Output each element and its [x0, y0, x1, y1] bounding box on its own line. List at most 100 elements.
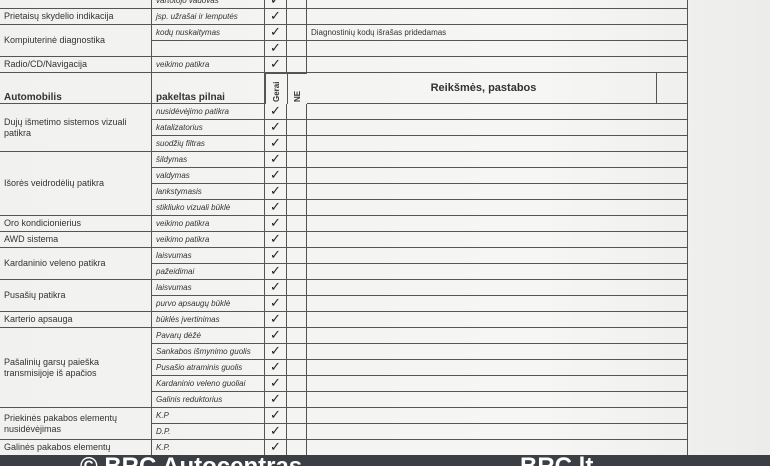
- ne-cell: [287, 296, 307, 312]
- item-text: veikimo patikra: [156, 219, 210, 228]
- item: Pavarų dėžė: [152, 328, 265, 344]
- note: [307, 232, 688, 248]
- check-text: ✓: [270, 104, 281, 119]
- check: ✓: [265, 424, 287, 440]
- check: ✓: [265, 184, 287, 200]
- group-label: Oro kondicionierius: [0, 216, 152, 232]
- note: [307, 120, 688, 136]
- check: ✓: [265, 120, 287, 136]
- note: [307, 296, 688, 312]
- check-text: ✓: [270, 120, 281, 135]
- check-text: ✓: [270, 280, 281, 295]
- group-label: Priekinės pakabos elementų nusidėvėjimas: [0, 408, 152, 440]
- item-text: Kardaninio veleno guoliai: [156, 379, 246, 388]
- note: [307, 328, 688, 344]
- check-text: ✓: [270, 440, 281, 455]
- note: [307, 41, 688, 57]
- item-text: pažeidimai: [156, 267, 195, 276]
- item: purvo apsaugų būklė: [152, 296, 265, 312]
- check: ✓: [265, 0, 287, 9]
- note: [307, 408, 688, 424]
- ne-cell: [287, 376, 307, 392]
- item-text: šildymas: [156, 155, 188, 164]
- item-text: katalizatorius: [156, 123, 203, 132]
- item-text: suodžių filtras: [156, 139, 205, 148]
- ne-cell: [287, 264, 307, 280]
- group-label-text: Prietaisų skydelio indikacija: [4, 11, 114, 21]
- ne-cell: [287, 232, 307, 248]
- item: lankstymasis: [152, 184, 265, 200]
- note: [307, 312, 688, 328]
- check-text: ✓: [270, 232, 281, 247]
- ne-cell: [287, 168, 307, 184]
- item-text: K.P: [156, 411, 169, 420]
- check: ✓: [265, 200, 287, 216]
- item: valdymas: [152, 168, 265, 184]
- check-text: ✓: [270, 25, 281, 40]
- item: kodų nuskaitymas: [152, 25, 265, 41]
- group-label: Galinės pakabos elementų: [0, 440, 152, 456]
- ne-cell: [287, 408, 307, 424]
- item: veikimo patikra: [152, 232, 265, 248]
- item-text: veikimo patikra: [156, 235, 210, 244]
- item-text: Sankabos išmynimo guolis: [156, 347, 251, 356]
- ne-cell: [287, 57, 307, 73]
- ne-cell: [287, 25, 307, 41]
- check: ✓: [265, 344, 287, 360]
- note: [307, 248, 688, 264]
- check: ✓: [265, 232, 287, 248]
- check-text: ✓: [270, 41, 281, 56]
- note: [307, 57, 688, 73]
- check: ✓: [265, 392, 287, 408]
- note: [307, 360, 688, 376]
- check: ✓: [265, 408, 287, 424]
- note: Diagnostinių kodų išrašas pridedamas: [307, 25, 688, 41]
- check: ✓: [265, 104, 287, 120]
- check: ✓: [265, 296, 287, 312]
- check: ✓: [265, 248, 287, 264]
- ne-cell: [287, 41, 307, 57]
- header-cell-text: pakeltas pilnai: [156, 92, 225, 103]
- item: nusidėvėjimo patikra: [152, 104, 265, 120]
- group-label: Kardaninio veleno patikra: [0, 248, 152, 280]
- check-text: ✓: [270, 312, 281, 327]
- check-text: ✓: [270, 216, 281, 231]
- ne-cell: [287, 312, 307, 328]
- group-label-text: AWD sistema: [4, 234, 59, 244]
- item-text: nusidėvėjimo patikra: [156, 107, 229, 116]
- check-text: ✓: [270, 360, 281, 375]
- ne-cell: [287, 104, 307, 120]
- check: ✓: [265, 9, 287, 25]
- item: stikliuko vizuali būklė: [152, 200, 265, 216]
- group-label: AWD sistema: [0, 232, 152, 248]
- group-label-text: Kompiuterinė diagnostika: [4, 35, 106, 45]
- note: [307, 200, 688, 216]
- item-text: vartotojo vadovas: [156, 0, 219, 5]
- item: Pusašio atraminis guolis: [152, 360, 265, 376]
- check-text: ✓: [270, 344, 281, 359]
- check-text: ✓: [270, 328, 281, 343]
- check-text: ✓: [270, 296, 281, 311]
- header-cell: Automobilis: [0, 73, 152, 104]
- note: [307, 216, 688, 232]
- group-label-text: Išorės veidrodėlių patikra: [4, 178, 105, 188]
- item-text: kodų nuskaitymas: [156, 28, 221, 37]
- group-label: [0, 0, 152, 9]
- note: [307, 440, 688, 456]
- item: laisvumas: [152, 248, 265, 264]
- ne-cell: [287, 136, 307, 152]
- check-text: ✓: [270, 376, 281, 391]
- header-cell: [657, 73, 688, 104]
- ne-cell: [287, 200, 307, 216]
- ne-cell: [287, 184, 307, 200]
- item-text: D.P.: [156, 427, 171, 436]
- header-cell-text: Gerai: [272, 81, 281, 102]
- note: [307, 392, 688, 408]
- item: D.P.: [152, 424, 265, 440]
- item-text: K.P.: [156, 443, 171, 452]
- header-cell: Gerai: [265, 73, 287, 104]
- item: suodžių filtras: [152, 136, 265, 152]
- header-cell: Reikšmės, pastabos: [307, 73, 657, 104]
- group-label: Prietaisų skydelio indikacija: [0, 9, 152, 25]
- note: [307, 168, 688, 184]
